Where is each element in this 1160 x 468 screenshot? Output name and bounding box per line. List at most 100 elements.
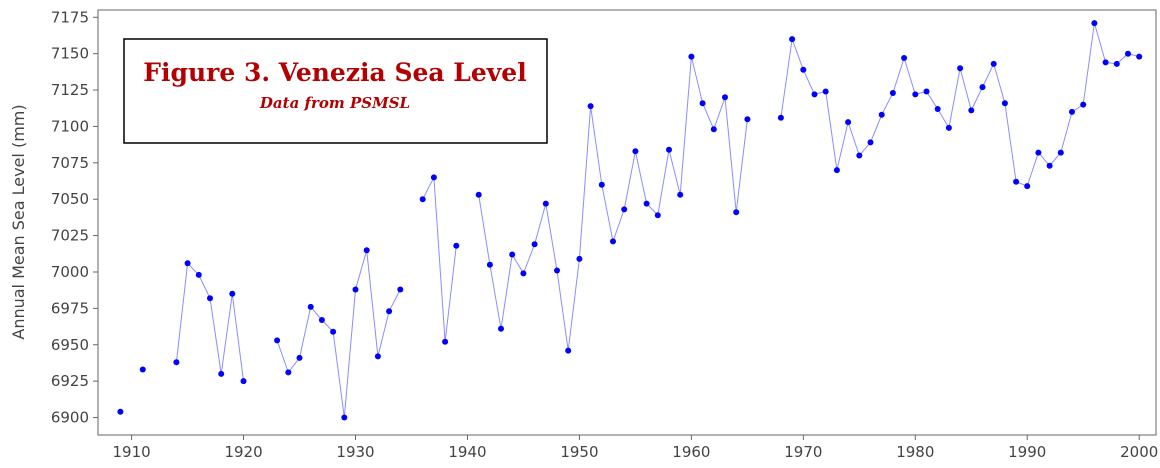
plot-frame — [97, 9, 1157, 436]
data-point — [699, 100, 706, 107]
data-point — [587, 103, 594, 110]
data-point — [878, 111, 885, 118]
data-point — [453, 242, 460, 249]
data-point — [139, 366, 146, 373]
data-point — [184, 260, 191, 267]
y-tick-label: 7150 — [51, 45, 89, 63]
data-point — [195, 271, 202, 278]
data-point — [498, 325, 504, 332]
y-tick-label: 6975 — [51, 299, 89, 317]
chart-subtitle: Data from PSMSL — [259, 94, 410, 112]
data-point — [957, 65, 964, 72]
data-point — [923, 88, 930, 95]
y-axis-label: Annual Mean Sea Level (mm) — [9, 104, 28, 339]
data-point — [330, 328, 337, 335]
data-point — [341, 414, 348, 421]
data-point — [733, 209, 740, 216]
series-line — [175, 262, 244, 382]
data-point — [598, 181, 605, 188]
data-point — [1125, 50, 1131, 57]
data-point — [285, 369, 292, 376]
data-point — [979, 84, 986, 91]
x-tick-label: 1990 — [1008, 443, 1046, 461]
y-tick-label: 6925 — [51, 372, 89, 390]
data-point — [811, 91, 818, 98]
data-point — [945, 124, 952, 131]
data-point — [229, 290, 236, 297]
data-point — [430, 174, 437, 181]
data-point — [800, 66, 807, 73]
data-point — [576, 255, 583, 262]
data-point — [677, 191, 684, 198]
data-point — [363, 247, 370, 254]
data-point — [1113, 60, 1120, 67]
data-point — [990, 60, 997, 67]
data-point — [486, 261, 493, 268]
y-tick-label: 7175 — [51, 8, 89, 26]
data-point — [1057, 149, 1064, 156]
x-tick-label: 1950 — [560, 443, 598, 461]
ticks-layer: 1910 1920 1930 1940 1950 1960 1970 1980 1990 2000… — [51, 8, 1158, 461]
data-point — [475, 191, 482, 198]
data-point — [901, 55, 908, 61]
data-point — [531, 241, 538, 248]
data-point — [509, 251, 516, 258]
data-point — [1001, 100, 1008, 107]
data-point — [542, 200, 549, 207]
data-point — [833, 167, 840, 174]
y-tick-label: 7000 — [51, 263, 89, 281]
x-tick-label: 1980 — [896, 443, 934, 461]
data-point — [789, 36, 796, 43]
data-point — [386, 308, 393, 315]
data-point — [777, 114, 784, 121]
data-point — [722, 94, 728, 101]
data-point — [274, 337, 281, 344]
data-point — [822, 88, 829, 95]
x-tick-label: 1930 — [336, 443, 374, 461]
data-point — [710, 126, 717, 133]
data-point — [934, 106, 941, 112]
series-layer — [117, 20, 1143, 421]
data-point — [1013, 178, 1020, 185]
data-point — [744, 116, 751, 123]
data-point — [240, 378, 247, 385]
data-point — [889, 90, 896, 96]
data-point — [419, 196, 426, 203]
data-point — [307, 303, 314, 310]
data-point — [1035, 149, 1042, 156]
data-point — [666, 146, 672, 153]
chart-title: Figure 3. Venezia Sea Level — [143, 58, 526, 87]
y-tick-label: 7050 — [51, 190, 89, 208]
y-tick-label: 6900 — [51, 409, 89, 427]
data-point — [1046, 162, 1053, 169]
y-tick-label: 7025 — [51, 227, 89, 245]
data-point — [173, 359, 180, 366]
data-point — [643, 200, 650, 207]
data-point — [1136, 53, 1143, 60]
x-tick-label: 1910 — [112, 443, 150, 461]
data-point — [1102, 59, 1109, 66]
data-point — [845, 119, 852, 126]
y-tick-label: 6950 — [51, 336, 89, 354]
data-point — [554, 267, 560, 274]
data-point — [968, 107, 975, 114]
data-point — [374, 353, 381, 360]
x-tick-label: 1970 — [784, 443, 822, 461]
data-point — [632, 148, 639, 155]
data-point — [296, 354, 303, 361]
x-tick-label: 1940 — [448, 443, 486, 461]
data-point — [912, 91, 919, 98]
data-point — [520, 270, 527, 277]
series-line — [276, 250, 401, 418]
data-point — [442, 338, 449, 345]
x-tick-label: 2000 — [1120, 443, 1158, 461]
data-point — [1069, 108, 1075, 115]
y-tick-label: 7125 — [51, 81, 89, 99]
data-point — [218, 370, 225, 377]
data-point — [856, 152, 863, 159]
data-point — [117, 408, 124, 415]
title-box: Figure 3. Venezia Sea Level Data from PS… — [123, 38, 548, 144]
data-point — [207, 295, 213, 302]
